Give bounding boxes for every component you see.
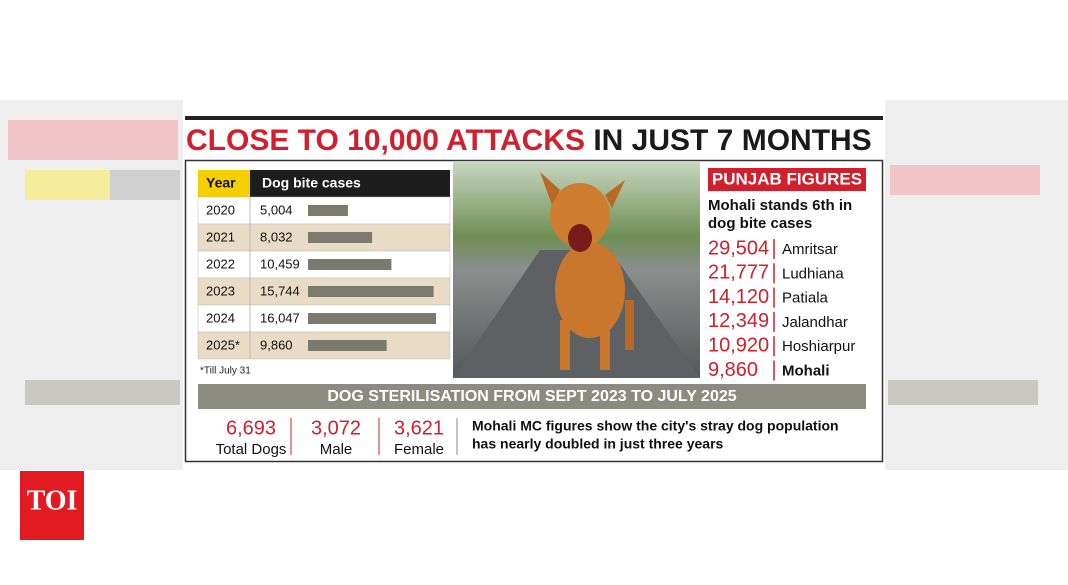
punjab-value: 12,349 [708,310,769,332]
punjab-subtitle: dog bite cases [708,215,812,232]
title-highlight: CLOSE TO 10,000 ATTACKS [186,124,585,157]
punjab-value: 14,120 [708,286,769,308]
stat-label: Female [394,441,444,458]
bar [308,313,436,324]
stat-label: Male [320,441,353,458]
value-label: 8,032 [260,229,293,244]
side-panel [885,100,1068,470]
punjab-value: 9,860 [708,359,758,381]
dog-mouth [568,224,592,252]
stat-value: 3,072 [311,417,361,439]
punjab-value: 10,920 [708,334,769,356]
stat-value: 3,621 [394,417,444,439]
punjab-label-bg [708,168,866,191]
punjab-value: 29,504 [708,237,769,259]
punjab-city: Ludhiana [782,265,844,282]
punjab-title: PUNJAB FIGURES [712,169,862,188]
band-title: DOG STERILISATION FROM SEPT 2023 TO JULY… [327,388,736,405]
year-header-bg [198,170,250,197]
logo: TOI [27,485,78,516]
punjab-city: Hoshiarpur [782,338,855,355]
header-cell: Dog bite cases [262,175,361,191]
punjab-city: Jalandhar [782,314,848,331]
value-label: 10,459 [260,256,300,271]
header-cell: Year [206,175,236,191]
bar [308,259,392,270]
dog-leg [600,320,610,370]
dog-leg [625,300,634,350]
dog-ear [605,180,625,208]
punjab-city: Amritsar [782,241,838,258]
blur [25,170,110,200]
bar [308,340,387,351]
blur [110,170,180,200]
band [198,384,866,409]
year-cell: 2022 [206,256,235,271]
top-rule [185,116,883,120]
value-label: 5,004 [260,202,293,217]
stats: 6,693 Total Dogs 3,072 Male 3,621 Female [216,417,444,458]
dog-head [550,183,610,247]
stat-value: 6,693 [226,417,276,439]
dog-ear [540,172,560,205]
year-cell: 2020 [206,202,235,217]
year-cell: 2024 [206,310,235,325]
table-note: *Till July 31 [200,366,251,377]
title: CLOSE TO 10,000 ATTACKS IN JUST 7 MONTHS [186,124,872,157]
side-panel [0,100,183,470]
value-label: 16,047 [260,310,300,325]
logo-bg [20,471,84,540]
note: Mohali MC figures show the city's stray … [472,418,839,434]
stat-label: Total Dogs [216,441,287,458]
bar [308,232,373,243]
year-cell: 2021 [206,229,235,244]
dog-leg [560,320,570,370]
punjab-subtitle: Mohali stands 6th in [708,197,852,214]
value-label: 9,860 [260,337,293,352]
blur [888,380,1038,405]
punjab-value: 21,777 [708,262,769,284]
punjab-city: Patiala [782,290,829,307]
frame [184,159,884,463]
blur [890,165,1040,195]
blur [8,120,178,160]
punjab-list: 29,504 Amritsar 21,777 Ludhiana 14,120 Patial… [708,237,855,381]
year-cell: 2023 [206,283,235,298]
bar [308,205,348,216]
bar [308,286,434,297]
title-rest: IN JUST 7 MONTHS [593,124,871,157]
dog-photo [453,161,700,378]
note: has nearly doubled in just three years [472,436,724,452]
table-body: 2020 5,004 2021 8,032 2022 10,459 2023 15,744 20… [197,196,451,360]
dog-body [555,242,625,338]
year-cell: 2025* [206,337,240,352]
value-label: 15,744 [260,283,300,298]
blur [25,380,180,405]
punjab-city: Mohali [782,362,830,379]
